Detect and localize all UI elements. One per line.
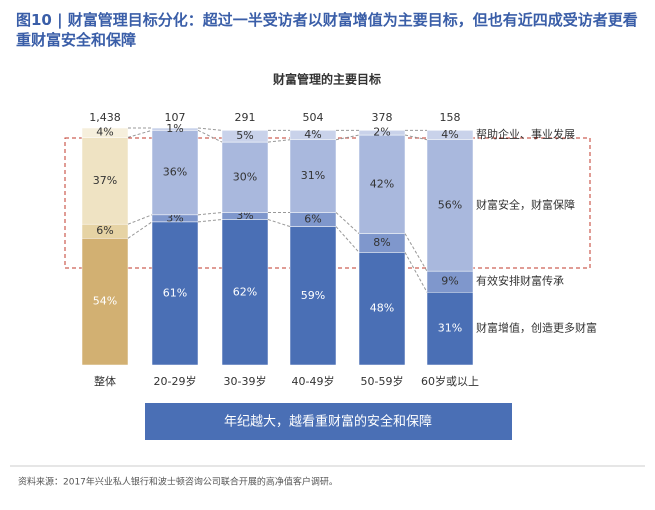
source: 资料来源：2017年兴业私人银行和波士顿咨询公司联合开展的高净值客户调研。: [18, 476, 338, 488]
title-box: 图10 | 财富管理目标分化：超过一半受访者以财富增值为主要目标，但也有近四成受…: [16, 11, 638, 49]
x-tick-label: 20-29岁: [154, 374, 197, 388]
value-label: 56%: [438, 198, 462, 211]
connector: [197, 127, 223, 131]
connector: [197, 219, 223, 223]
connector: [404, 252, 428, 293]
connector: [267, 139, 291, 143]
connector: [267, 219, 291, 228]
bar-segment: [221, 219, 269, 366]
sample-size: 158: [440, 111, 461, 124]
connector: [404, 134, 428, 141]
value-label: 30%: [233, 170, 257, 183]
connector: [197, 211, 223, 216]
value-label: 54%: [93, 295, 117, 308]
bar-segment: [289, 139, 337, 213]
bar-segment: [289, 130, 337, 140]
bar-segment: [426, 139, 474, 272]
sample-size: 107: [165, 111, 186, 124]
value-label: 31%: [301, 169, 325, 182]
value-label: 2%: [373, 126, 390, 139]
sample-size: 504: [303, 111, 324, 124]
sample-size: 378: [372, 111, 393, 124]
bar-segment: [426, 130, 474, 140]
bar-segment: [81, 127, 129, 138]
x-tick-label: 整体: [94, 374, 116, 388]
bar-segment: [358, 130, 406, 136]
bar-segment: [151, 130, 199, 216]
connector: [335, 134, 360, 141]
legend-label: 财富增值，创造更多财富: [476, 321, 597, 335]
connector: [335, 226, 360, 253]
page-title: 图10 | 财富管理目标分化：超过一半受访者以财富增值为主要目标，但也有近四成受…: [16, 11, 638, 49]
legend-label: 帮助企业、事业发展: [476, 127, 575, 141]
value-label: 59%: [301, 289, 325, 302]
connector: [127, 214, 153, 225]
value-label: 36%: [163, 166, 187, 179]
bar-segment: [221, 130, 269, 143]
connector: [335, 212, 360, 234]
value-label: 8%: [373, 236, 390, 249]
value-label: 9%: [441, 275, 458, 288]
connector: [197, 129, 223, 143]
connector: [127, 129, 153, 138]
value-label: 4%: [96, 126, 113, 139]
banner: 年纪越大，越看重财富的安全和保障: [224, 414, 432, 430]
value-label: 48%: [370, 302, 394, 315]
bar-segment: [358, 252, 406, 366]
bar-segment: [289, 226, 337, 366]
x-tick-label: 40-49岁: [292, 374, 335, 388]
legend-label: 有效安排财富传承: [476, 274, 564, 288]
bar-segment: [221, 141, 269, 213]
value-label: 4%: [304, 128, 321, 141]
bar-segment: [81, 238, 129, 366]
value-label: 61%: [163, 286, 187, 299]
sample-size: 291: [235, 111, 256, 124]
connector: [127, 221, 153, 239]
x-tick-label: 30-39岁: [224, 374, 267, 388]
bar-segment: [151, 127, 199, 131]
value-label: 31%: [438, 322, 462, 335]
bar-segment: [151, 221, 199, 366]
value-label: 6%: [96, 224, 113, 237]
legend-label: 财富安全，财富保障: [476, 197, 575, 211]
value-label: 62%: [233, 285, 257, 298]
connector: [404, 233, 428, 272]
value-label: 4%: [441, 128, 458, 141]
value-label: 37%: [93, 174, 117, 187]
bar-segment: [358, 134, 406, 234]
x-tick-label: 50-59岁: [361, 374, 404, 388]
sample-size: 1,438: [89, 111, 121, 124]
value-label: 5%: [236, 129, 253, 142]
value-label: 6%: [304, 213, 321, 226]
value-label: 42%: [370, 177, 394, 190]
bar-segment: [426, 292, 474, 366]
value-label: 1%: [166, 122, 183, 135]
x-tick-label: 60岁或以上: [421, 374, 479, 388]
banner-box: [145, 403, 512, 440]
chart-title: 财富管理的主要目标: [272, 72, 381, 87]
bar-segment: [81, 137, 129, 225]
